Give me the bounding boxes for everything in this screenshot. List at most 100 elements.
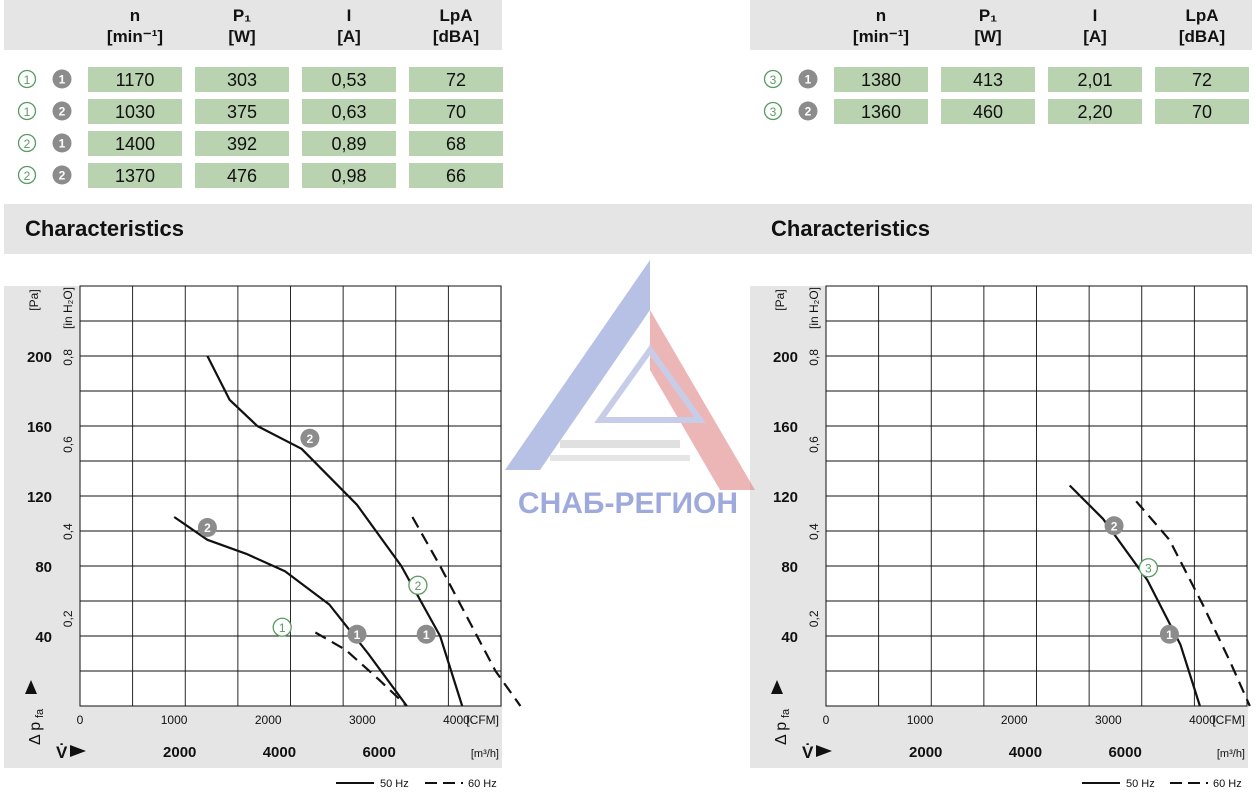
column-header: n <box>130 6 140 25</box>
y-axis-arrow-icon <box>25 680 37 694</box>
watermark-logo-left-triangle <box>505 260 650 470</box>
column-header: n <box>876 6 886 25</box>
cell-value: 0,98 <box>331 166 366 186</box>
variant-label: 2 <box>24 169 31 183</box>
right-section-title: Characteristics <box>771 216 930 241</box>
left-section-title: Characteristics <box>25 216 184 241</box>
table-cell <box>302 67 396 92</box>
cell-value: 303 <box>227 70 257 90</box>
m3h-tick-label: 2000 <box>163 744 196 761</box>
x-unit-m3h: [m³/h] <box>1217 748 1245 760</box>
column-unit: [W] <box>974 27 1001 46</box>
variant-marker-dot <box>1138 558 1159 578</box>
legend-dashed-label: 60 Hz <box>1213 778 1242 790</box>
x-unit-cfm: [CFM] <box>1212 713 1245 727</box>
column-unit: [A] <box>337 27 361 46</box>
variant-badge <box>17 133 37 153</box>
table-row: 3 1 1380 413 2,01 72 <box>763 67 1249 92</box>
inh2o-tick-label: 0,2 <box>807 610 821 627</box>
variant-marker-dot <box>272 617 292 637</box>
cfm-tick-label: 1000 <box>161 713 188 727</box>
inh2o-tick-label: 0,2 <box>61 610 75 627</box>
section-bar <box>4 204 1252 254</box>
table-row: 1 1 1170 303 0,53 72 <box>17 67 503 92</box>
curve-marker-label: 2 <box>1111 519 1118 533</box>
curve-badge <box>798 69 818 89</box>
column-header: P₁ <box>979 6 997 25</box>
column-unit: [min⁻¹] <box>107 27 163 46</box>
curve-marker-dot <box>197 518 217 537</box>
variant-label: 1 <box>24 105 31 119</box>
curve-marker-dot <box>300 428 320 448</box>
cell-value: 68 <box>446 134 466 154</box>
series-line-3 <box>314 631 408 707</box>
curve-marker: 3 <box>1138 558 1159 578</box>
pa-tick-label: 40 <box>781 629 798 646</box>
column-unit: [W] <box>228 27 255 46</box>
left-table-header-bg <box>4 0 502 50</box>
cfm-tick-label: 4000 <box>1189 713 1216 727</box>
curve-label: 1 <box>59 137 66 151</box>
legend-solid-label: 50 Hz <box>380 778 409 790</box>
cfm-tick-label: 3000 <box>1095 713 1122 727</box>
m3h-tick-label: 6000 <box>1108 744 1141 761</box>
m3h-tick-label: 4000 <box>1009 744 1042 761</box>
inh2o-tick-label: 0,8 <box>61 349 75 366</box>
table-cell <box>1048 67 1142 92</box>
curve-label: 2 <box>59 169 66 183</box>
cell-value: 1030 <box>115 102 155 122</box>
series-line-1 <box>1135 500 1251 707</box>
table-cell <box>941 99 1035 124</box>
table-cell <box>302 163 396 188</box>
right-legend: 50 Hz 60 Hz <box>1082 778 1242 790</box>
table-cell <box>409 67 503 92</box>
m3h-tick-label: 2000 <box>909 744 942 761</box>
x-axis-arrow-icon <box>816 745 832 757</box>
pa-tick-label: 80 <box>35 559 52 576</box>
curve-badge <box>52 165 72 185</box>
curve-marker: 1 <box>347 624 367 644</box>
curve-marker: 1 <box>1159 624 1179 644</box>
table-cell <box>195 67 289 92</box>
cell-value: 2,20 <box>1077 102 1112 122</box>
table-cell <box>834 99 928 124</box>
series-line-0 <box>206 355 464 707</box>
variant-marker-dot <box>408 575 428 595</box>
series-line-2 <box>411 516 522 707</box>
cell-value: 0,63 <box>331 102 366 122</box>
plot-border <box>79 285 502 707</box>
cell-value: 70 <box>1192 102 1212 122</box>
curve-marker: 2 <box>408 575 428 595</box>
table-row: 2 1 1400 392 0,89 68 <box>17 131 503 156</box>
left-legend: 50 Hz 60 Hz <box>336 778 497 790</box>
curve-marker: 2 <box>1104 516 1124 536</box>
table-cell <box>195 131 289 156</box>
cell-value: 1370 <box>115 166 155 186</box>
plot-border <box>825 285 1248 707</box>
table-cell <box>88 99 182 124</box>
y-unit-inh2o: [in H₂O] <box>61 287 75 329</box>
table-cell <box>195 163 289 188</box>
cell-value: 476 <box>227 166 257 186</box>
m3h-axis-band <box>80 736 501 766</box>
variant-badge <box>17 101 37 121</box>
cfm-tick-label: 2000 <box>1001 713 1028 727</box>
legend-dashed-label: 60 Hz <box>468 778 497 790</box>
legend-solid-label: 50 Hz <box>1126 778 1155 790</box>
curve-marker-label: 2 <box>204 521 211 535</box>
column-header: P₁ <box>233 6 251 25</box>
pa-tick-label: 40 <box>35 629 52 646</box>
y-unit-pa: [Pa] <box>773 289 787 310</box>
column-header: LpA <box>1185 6 1218 25</box>
curve-marker-label: 1 <box>1166 628 1173 642</box>
x-unit-m3h: [m³/h] <box>471 748 499 760</box>
curve-badge <box>52 69 72 89</box>
cell-value: 70 <box>446 102 466 122</box>
curve-marker: 1 <box>416 624 436 644</box>
cell-value: 72 <box>446 70 466 90</box>
table-cell <box>1155 67 1249 92</box>
variant-badge <box>17 165 37 185</box>
watermark-logo-stripe <box>560 440 680 448</box>
curve-marker-dot <box>1104 516 1124 536</box>
